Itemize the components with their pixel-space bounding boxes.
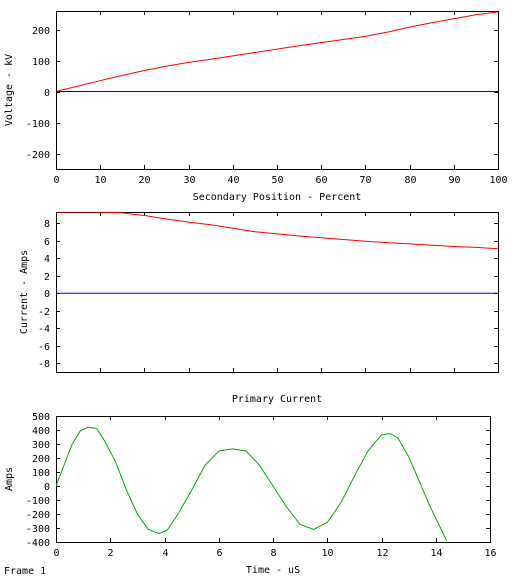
- y-tick-label: 300: [32, 440, 50, 451]
- primary-current-chart: 0 2 4 6 8 10 12 14 16 -400 -300 -200 -100 0 100 200 300 4…: [4, 394, 497, 576]
- x-tick-label: 14: [430, 548, 442, 559]
- x-tick-label: 0: [53, 548, 59, 559]
- voltage-chart: 0 10 20 30 40 50 60 70 80 90 100 -200 -100 0 100 200 Sec…: [4, 11, 508, 203]
- y-tick-label: 500: [32, 412, 50, 423]
- y-tick-label: 4: [44, 254, 50, 265]
- x-tick-label: 80: [404, 175, 416, 186]
- x-tick-label: 0: [53, 175, 59, 186]
- plot-frame: [56, 11, 499, 170]
- series-line-0: [56, 212, 498, 250]
- x-tick-label: 70: [359, 175, 371, 186]
- plot-frame: [56, 212, 499, 373]
- y-tick-label: 200: [32, 454, 50, 465]
- y-tick-label: -6: [38, 342, 50, 353]
- x-axis-title: Time - uS: [246, 565, 300, 576]
- x-tick-label: 10: [321, 548, 333, 559]
- y-tick-label: 2: [44, 272, 50, 283]
- x-tick-label: 10: [94, 175, 106, 186]
- y-tick-label: -100: [26, 119, 50, 130]
- y-tick-label: -200: [26, 510, 50, 521]
- series-line-0: [56, 11, 498, 92]
- x-tick-label: 4: [162, 548, 168, 559]
- x-tick-label: 30: [183, 175, 195, 186]
- x-tick-label: 60: [315, 175, 327, 186]
- x-tick-label: 8: [270, 548, 276, 559]
- x-tick-label: 16: [484, 548, 496, 559]
- y-axis-title: Current - Amps: [19, 250, 30, 334]
- x-tick-label: 6: [216, 548, 222, 559]
- y-tick-label: -300: [26, 524, 50, 535]
- x-axis-title: Secondary Position - Percent: [193, 192, 362, 203]
- x-tick-label: 100: [489, 175, 507, 186]
- y-axis-title: Amps: [4, 467, 15, 491]
- y-tick-label: -2: [38, 307, 50, 318]
- current-chart: -8 -6 -4 -2 0 2 4 6 8 Current - Amps: [19, 212, 499, 373]
- y-tick-label: 100: [32, 468, 50, 479]
- y-tick-label: -200: [26, 150, 50, 161]
- y-tick-label: -4: [38, 324, 50, 335]
- y-tick-label: 8: [44, 219, 50, 230]
- y-tick-label: 100: [32, 57, 50, 68]
- x-tick-label: 2: [107, 548, 113, 559]
- x-tick-label: 90: [448, 175, 460, 186]
- x-tick-label: 40: [227, 175, 239, 186]
- plot-frame: [56, 416, 491, 543]
- y-tick-label: 400: [32, 426, 50, 437]
- y-tick-label: -8: [38, 359, 50, 370]
- series-line-0: [56, 426, 448, 541]
- frame-label: Frame 1: [4, 566, 46, 577]
- chart-title: Primary Current: [232, 394, 322, 405]
- y-axis-title: Voltage - kV: [4, 54, 15, 126]
- y-tick-label: -100: [26, 496, 50, 507]
- x-tick-label: 50: [271, 175, 283, 186]
- y-tick-label: 0: [44, 88, 50, 99]
- y-tick-label: -400: [26, 538, 50, 549]
- y-tick-label: 0: [44, 482, 50, 493]
- y-tick-label: 6: [44, 237, 50, 248]
- x-tick-label: 20: [138, 175, 150, 186]
- x-tick-label: 12: [376, 548, 388, 559]
- y-tick-label: 0: [44, 289, 50, 300]
- y-tick-label: 200: [32, 26, 50, 37]
